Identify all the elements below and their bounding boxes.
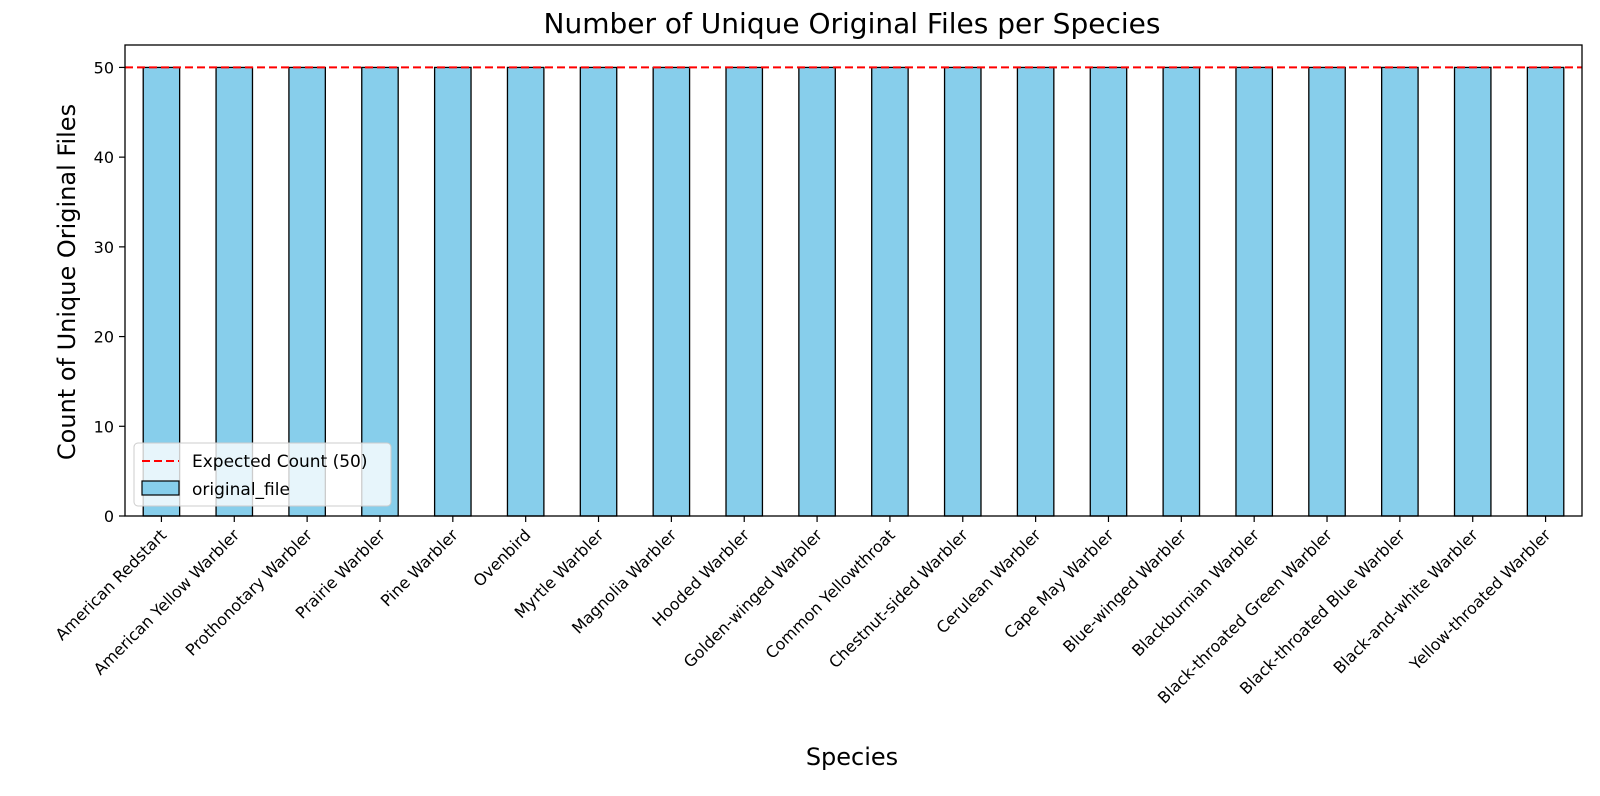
- bar: [1016, 66, 1055, 517]
- x-tick-label: Yellow-throated Warbler: [1405, 525, 1554, 674]
- legend-bar-swatch: [141, 480, 180, 496]
- bar: [1089, 66, 1128, 517]
- legend-box: [133, 442, 392, 507]
- bar: [871, 66, 909, 517]
- x-tick-label: Golden-winged Warbler: [680, 525, 826, 671]
- y-tick-label: 0: [104, 507, 114, 526]
- bar: [1162, 66, 1201, 517]
- x-tick-label: Blackburnian Warbler: [1128, 525, 1263, 660]
- x-tick-label: Pine Warbler: [377, 525, 462, 610]
- bar: [1308, 66, 1346, 517]
- bar: [1453, 66, 1492, 517]
- legend-label-expected: Expected Count (50): [192, 452, 368, 472]
- x-tick-label: Black-and-white Warbler: [1330, 525, 1482, 677]
- plot-frame: [124, 44, 1583, 517]
- bar: [361, 66, 399, 517]
- y-tick-label: 20: [94, 328, 114, 347]
- bar: [1235, 66, 1274, 517]
- chart-title: Number of Unique Original Files per Spec…: [544, 7, 1161, 40]
- bar: [506, 66, 545, 517]
- bar: [1381, 66, 1419, 517]
- x-tick-label: Chestnut-sided Warbler: [825, 525, 972, 672]
- y-tick-label: 30: [94, 238, 114, 257]
- x-axis-label: Species: [806, 743, 898, 771]
- bar: [142, 66, 181, 517]
- legend-label-series: original_file: [192, 480, 290, 500]
- bar: [579, 66, 618, 517]
- bar: [798, 66, 836, 517]
- y-axis-label: Count of Unique Original Files: [53, 104, 81, 460]
- x-tick-label: Prothonotary Warbler: [182, 525, 317, 660]
- y-tick-label: 10: [94, 417, 114, 436]
- bar: [725, 66, 764, 517]
- bar: [433, 66, 472, 517]
- bar: [215, 66, 254, 517]
- y-tick-label: 40: [94, 148, 114, 167]
- bar: [1526, 66, 1565, 517]
- y-tick-label: 50: [94, 58, 114, 77]
- x-tick-label: American Yellow Warbler: [90, 525, 244, 679]
- bar: [943, 66, 982, 517]
- x-tick-label: Common Yellowthroat: [762, 525, 899, 662]
- x-tick-label: Ovenbird: [469, 525, 534, 590]
- x-tick-label: Blue-winged Warbler: [1059, 525, 1190, 656]
- bar: [652, 66, 691, 517]
